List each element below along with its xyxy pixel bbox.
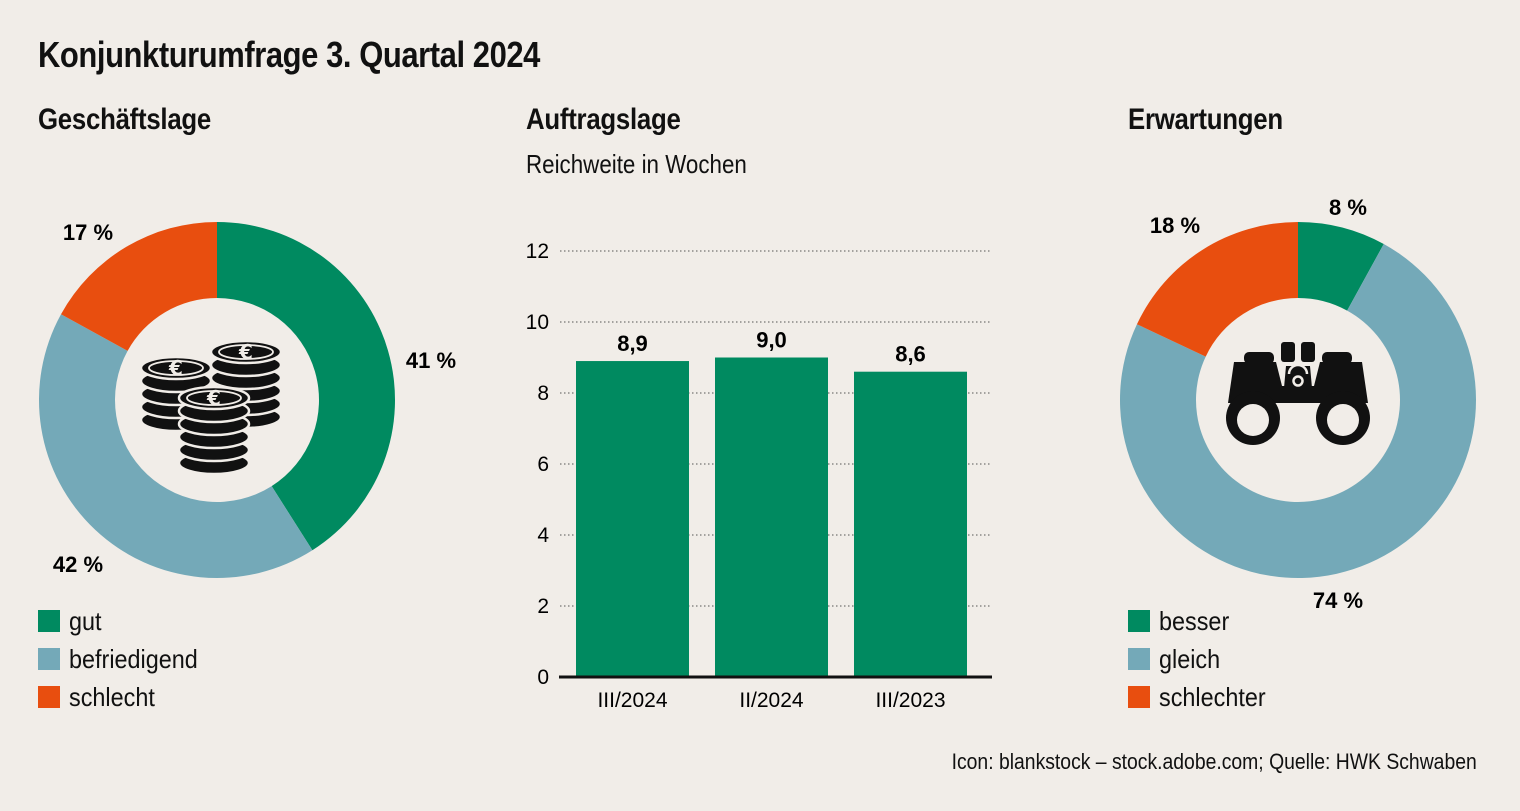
y-tick-label: 6 (537, 453, 549, 476)
slice-value-label: 8 % (1329, 195, 1367, 220)
legend-label: besser (1159, 605, 1230, 636)
donut-left-title: Geschäftslage (38, 103, 212, 136)
legend-swatch-red (38, 686, 60, 708)
page-title: Konjunkturumfrage 3. Quartal 2024 (38, 34, 540, 75)
legend-item-schlechter: schlechter (1128, 678, 1278, 716)
legend-label: schlecht (69, 681, 155, 712)
y-tick-label: 0 (537, 666, 549, 689)
y-tick-label: 2 (537, 595, 549, 618)
donut-slice-gut (217, 222, 395, 551)
donut-chart-erwartungen: 8 % 74 % 18 % (1120, 195, 1477, 613)
x-tick-label: III/2024 (597, 689, 667, 712)
x-tick-label: II/2024 (739, 689, 804, 712)
svg-text:€: € (168, 356, 183, 380)
bar-chart-title: Auftragslage (526, 103, 681, 136)
legend-geschaeftslage: gut befriedigend schlecht (38, 602, 212, 716)
donut-slice-befriedigend (38, 314, 313, 578)
donut-slice-schlecht (61, 222, 217, 351)
legend-label: gleich (1159, 643, 1221, 674)
legend-item-gleich: gleich (1128, 640, 1278, 678)
donut-slice-gleich (1120, 244, 1477, 578)
legend-swatch-green (38, 610, 60, 632)
legend-swatch-green (1128, 610, 1150, 632)
y-tick-label: 8 (537, 382, 549, 405)
bar-III/2024 (576, 361, 689, 677)
y-tick-label: 10 (526, 311, 549, 334)
y-tick-label: 12 (526, 240, 549, 263)
bar-chart-auftragslage: 0 2 4 6 8 10 12 8,9 III/2024 9,0 II/2024 8,6 III/202… (526, 240, 992, 712)
slice-value-label: 17 % (63, 220, 113, 245)
bar-III/2023 (854, 371, 967, 677)
slice-value-label: 41 % (406, 348, 456, 373)
legend-item-befriedigend: befriedigend (38, 640, 212, 678)
binoculars-icon (1226, 342, 1370, 445)
source-note: Icon: blankstock – stock.adobe.com; Quel… (951, 749, 1477, 774)
slice-value-label: 18 % (1150, 213, 1200, 238)
slice-value-label: 74 % (1313, 588, 1363, 613)
legend-swatch-blue (1128, 648, 1150, 670)
y-tick-label: 4 (537, 524, 549, 547)
euro-coins-icon: € € € (139, 339, 283, 476)
donut-chart-geschaeftslage: 41 % 42 % 17 % (38, 220, 456, 578)
slice-value-label: 42 % (53, 552, 103, 577)
legend-label: gut (69, 605, 102, 636)
legend-swatch-red (1128, 686, 1150, 708)
legend-label: befriedigend (69, 643, 198, 674)
x-tick-label: III/2023 (875, 689, 945, 712)
svg-text:€: € (206, 386, 221, 410)
svg-text:€: € (238, 340, 253, 364)
legend-erwartungen: besser gleich schlechter (1128, 602, 1278, 716)
bar-value-label: 8,6 (895, 342, 926, 367)
legend-item-schlecht: schlecht (38, 678, 212, 716)
donut-right-title: Erwartungen (1128, 103, 1283, 136)
legend-item-besser: besser (1128, 602, 1278, 640)
legend-swatch-blue (38, 648, 60, 670)
bar-value-label: 8,9 (617, 331, 648, 356)
legend-item-gut: gut (38, 602, 212, 640)
bar-II/2024 (715, 357, 828, 677)
donut-slice-besser (1298, 222, 1384, 311)
donut-slice-schlechter (1136, 222, 1298, 357)
bar-chart-subtitle: Reichweite in Wochen (526, 149, 747, 179)
legend-label: schlechter (1159, 681, 1266, 712)
bar-value-label: 9,0 (756, 328, 787, 353)
